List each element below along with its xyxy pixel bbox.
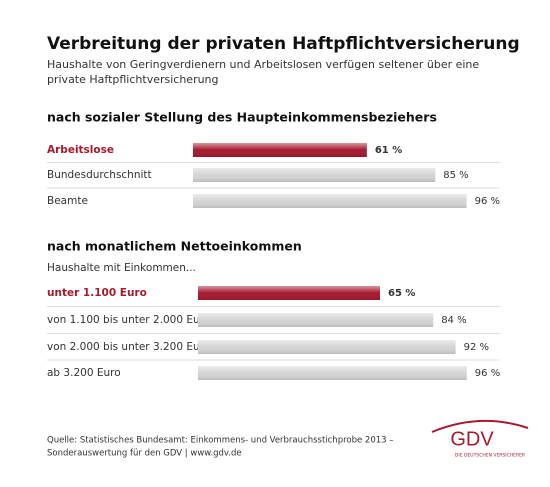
subtitle: private Haftpflichtversicherung: [47, 73, 219, 86]
bar-shade: [193, 143, 367, 157]
section-title: nach monatlichem Nettoeinkommen: [47, 239, 302, 254]
logo-arc: [431, 419, 529, 433]
value-label: 61 %: [375, 145, 402, 156]
value-label: 65 %: [388, 288, 415, 299]
title: Verbreitung der privaten Haftpflichtvers…: [47, 34, 520, 54]
subtitle: Haushalte von Geringverdienern und Arbei…: [47, 58, 479, 71]
category-label: ab 3.200 Euro: [47, 367, 121, 379]
logo-name: GDV: [450, 428, 494, 450]
value-label: 92 %: [464, 342, 489, 353]
value-label: 96 %: [475, 368, 500, 379]
source: Quelle: Statistisches Bundesamt: Einkomm…: [47, 436, 394, 446]
source: Sonderauswertung für den GDV | www.gdv.d…: [47, 449, 242, 459]
bar-shade: [198, 366, 467, 380]
bar-shade: [198, 313, 434, 327]
category-label: unter 1.100 Euro: [47, 287, 147, 299]
category-label: Bundesdurchschnitt: [47, 169, 152, 181]
category-label: Arbeitslose: [47, 144, 114, 156]
bar-shade: [193, 168, 436, 182]
bar-shade: [198, 286, 380, 300]
category-label: Beamte: [47, 195, 88, 207]
section-title: nach sozialer Stellung des Haupteinkomme…: [47, 110, 437, 125]
category-label: von 2.000 bis unter 3.200 Euro: [47, 341, 210, 353]
section-subtitle: Haushalte mit Einkommen...: [47, 262, 196, 274]
value-label: 85 %: [443, 170, 468, 181]
logo-tagline: DIE DEUTSCHEN VERSICHERER: [455, 453, 525, 459]
value-label: 96 %: [475, 196, 500, 207]
value-label: 84 %: [441, 315, 466, 326]
bar-shade: [198, 340, 456, 354]
bar-shade: [193, 194, 467, 208]
category-label: von 1.100 bis unter 2.000 Euro: [47, 314, 210, 326]
